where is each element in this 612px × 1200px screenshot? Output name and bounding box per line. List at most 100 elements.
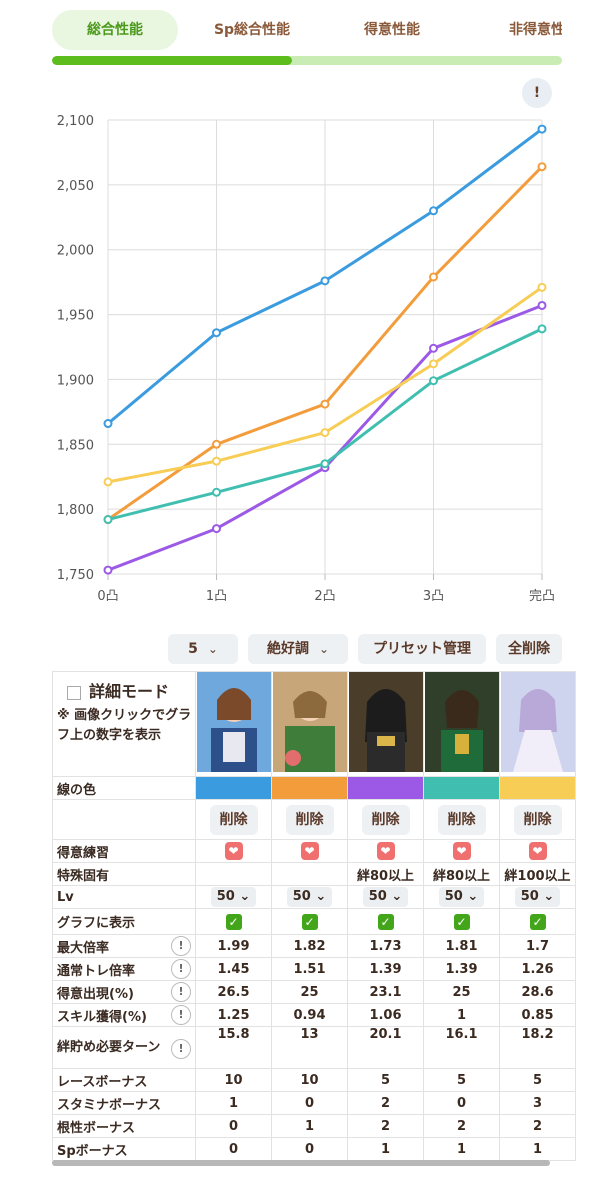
character-portrait-2[interactable]: [272, 672, 347, 772]
support-card-table: 詳細モード ※ 画像クリックでグラフ上の数字を表示 線の色 削除 削除 削除 削…: [52, 671, 576, 1161]
delete-card-button[interactable]: 削除: [209, 804, 258, 835]
lv-select[interactable]: 50 ⌄: [210, 887, 257, 907]
tab-specialty-performance[interactable]: 得意性能: [364, 22, 420, 38]
stat-label-text: 得意出現(%): [57, 986, 134, 1002]
detail-mode-cell: 詳細モード ※ 画像クリックでグラフ上の数字を表示: [52, 671, 196, 777]
lv-select[interactable]: 50 ⌄: [438, 887, 485, 907]
chevron-down-icon: ⌄: [543, 889, 555, 904]
card-image[interactable]: [499, 671, 576, 777]
tab-bar: 総合性能 Sp総合性能 得意性能 非得意性能: [52, 8, 562, 54]
condition-select-value: 絶好調: [266, 641, 309, 657]
series-point: [537, 300, 547, 310]
series-point: [212, 439, 221, 449]
checkmark-icon[interactable]: ✓: [529, 913, 546, 930]
show-in-graph-row: グラフに表示 ✓ ✓ ✓ ✓ ✓: [52, 908, 576, 935]
tab-total-performance[interactable]: 総合性能: [52, 10, 178, 50]
card-image[interactable]: [271, 671, 348, 777]
stat-value: 1: [423, 1137, 500, 1161]
stat-value: 1.73: [347, 934, 424, 958]
card-image[interactable]: [423, 671, 500, 777]
help-icon[interactable]: !: [171, 1005, 191, 1025]
help-icon[interactable]: !: [171, 959, 191, 979]
condition-select[interactable]: 絶好調 ⌄: [248, 634, 348, 664]
card-image[interactable]: [347, 671, 424, 777]
stat-value: 15.8: [195, 1026, 272, 1069]
character-portrait-1[interactable]: [196, 672, 271, 772]
stat-value: 0: [271, 1091, 348, 1115]
stat-value: 5: [347, 1068, 424, 1092]
stat-value: 0.94: [271, 1003, 348, 1027]
stat-value: 5: [423, 1068, 500, 1092]
delete-card-button[interactable]: 削除: [361, 804, 410, 835]
delete-card-button[interactable]: 削除: [437, 804, 486, 835]
character-portrait-3[interactable]: [348, 672, 423, 772]
series-point: [103, 477, 113, 487]
stat-label: 通常トレ倍率!: [52, 957, 196, 981]
stat-value: 3: [499, 1091, 576, 1115]
stat-value: 1.81: [423, 934, 500, 958]
character-portrait-5[interactable]: [500, 672, 575, 772]
detail-mode-label: 詳細モード: [89, 682, 170, 701]
row-label: 線の色: [52, 776, 196, 800]
help-icon[interactable]: !: [171, 982, 191, 1002]
heart-icon: ❤: [528, 842, 547, 860]
y-tick-label: 1,750: [57, 568, 94, 583]
count-select[interactable]: 5 ⌄: [168, 634, 238, 664]
detail-mode-toggle[interactable]: 詳細モード: [57, 678, 195, 702]
series-point: [429, 376, 438, 386]
line-color-swatch: [347, 776, 424, 800]
delete-card-button[interactable]: 削除: [285, 804, 334, 835]
checkmark-icon[interactable]: ✓: [453, 913, 470, 930]
stat-value: 13: [271, 1026, 348, 1069]
help-icon[interactable]: !: [171, 1039, 191, 1059]
series-point: [103, 515, 113, 525]
series-point: [320, 276, 330, 286]
stat-value: 1.99: [195, 934, 272, 958]
lv-select[interactable]: 50 ⌄: [362, 887, 409, 907]
chevron-down-icon: ⌄: [315, 889, 327, 904]
unique-value: 絆80以上: [347, 862, 424, 886]
stat-row: Spボーナス 0 0 1 1 1: [52, 1137, 576, 1161]
lv-row: Lv 50 ⌄ 50 ⌄ 50 ⌄ 50 ⌄ 50 ⌄: [52, 885, 576, 909]
lv-select-value: 50: [520, 889, 539, 904]
preset-manage-button[interactable]: プリセット管理: [358, 634, 486, 664]
checkmark-icon[interactable]: ✓: [225, 913, 242, 930]
delete-card-button[interactable]: 削除: [513, 804, 562, 835]
help-icon[interactable]: !: [171, 936, 191, 956]
checkmark-icon[interactable]: ✓: [301, 913, 318, 930]
count-select-value: 5: [188, 641, 198, 657]
lv-select-value: 50: [368, 889, 387, 904]
y-tick-label: 1,900: [57, 373, 94, 388]
card-image[interactable]: [195, 671, 272, 777]
chevron-down-icon: ⌄: [467, 889, 479, 904]
stat-value: 1: [347, 1137, 424, 1161]
tab-non-specialty-performance[interactable]: 非得意性能: [509, 22, 562, 38]
character-portrait-4[interactable]: [424, 672, 499, 772]
tab-sp-total-performance[interactable]: Sp総合性能: [213, 22, 291, 38]
heart-icon: ❤: [452, 842, 471, 860]
row-label: 得意練習: [52, 839, 196, 863]
stat-value: 10: [195, 1068, 272, 1092]
row-label: [52, 799, 196, 840]
chevron-down-icon: ⌄: [318, 642, 330, 656]
series-point: [537, 162, 547, 172]
stat-label-text: スタミナボーナス: [57, 1097, 162, 1113]
lv-select[interactable]: 50 ⌄: [514, 887, 561, 907]
horizontal-scrollbar[interactable]: [52, 1160, 550, 1166]
line-color-swatch: [271, 776, 348, 800]
checkbox-icon[interactable]: [67, 685, 81, 700]
stat-label: 絆貯め必要ターン!: [52, 1026, 196, 1069]
stat-value: 16.1: [423, 1026, 500, 1069]
stat-value: 1.45: [195, 957, 272, 981]
checkmark-icon[interactable]: ✓: [377, 913, 394, 930]
info-button[interactable]: !: [522, 78, 552, 108]
stat-value: 1: [499, 1137, 576, 1161]
lv-select[interactable]: 50 ⌄: [286, 887, 333, 907]
stat-row: 根性ボーナス 0 1 2 2 2: [52, 1114, 576, 1138]
card-image-row: 詳細モード ※ 画像クリックでグラフ上の数字を表示: [52, 671, 576, 777]
x-tick-label: 3凸: [423, 589, 444, 604]
stat-label-text: レースボーナス: [57, 1074, 148, 1090]
delete-all-button[interactable]: 全削除: [496, 634, 562, 664]
stat-value: 1.39: [423, 957, 500, 981]
stat-value: 2: [347, 1091, 424, 1115]
